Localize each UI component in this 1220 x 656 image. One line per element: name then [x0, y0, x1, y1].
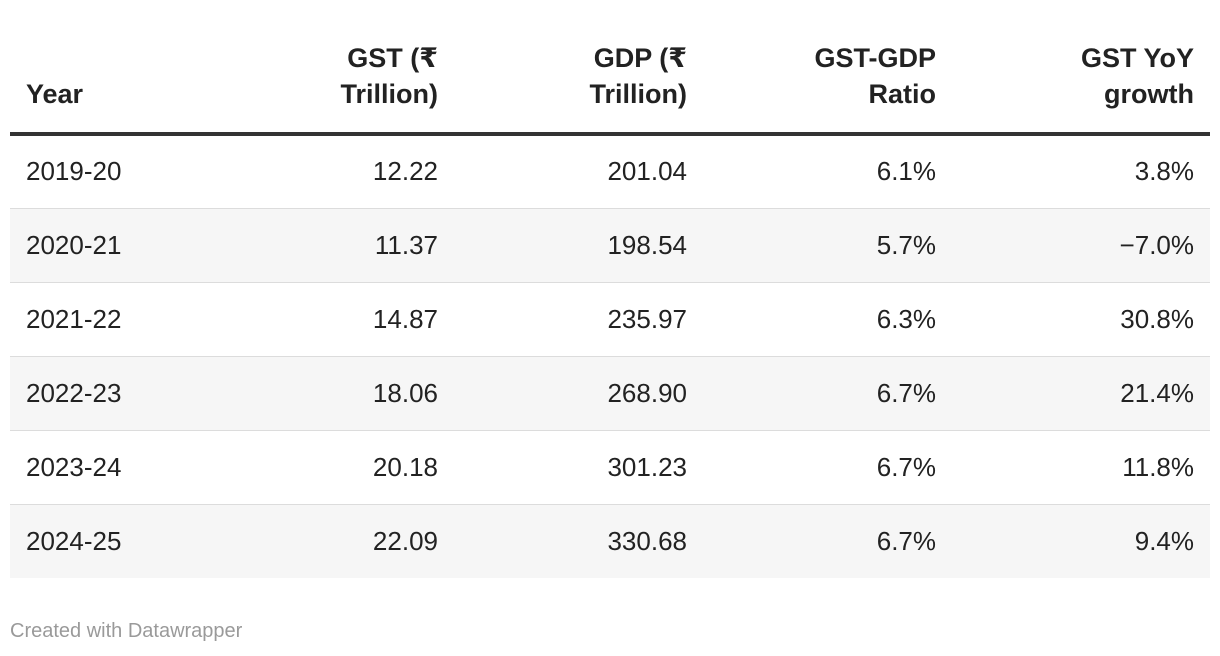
cell-gst: 12.22 [264, 134, 454, 209]
table-body: 2019-20 12.22 201.04 6.1% 3.8% 2020-21 1… [10, 134, 1210, 578]
table-row: 2021-22 14.87 235.97 6.3% 30.8% [10, 282, 1210, 357]
data-table-container: Year GST (₹ Trillion) GDP (₹ Trillion) G… [10, 0, 1210, 578]
column-header-line: Year [26, 79, 84, 109]
cell-gst-yoy-growth: 9.4% [952, 504, 1210, 578]
column-header-gst-yoy-growth[interactable]: GST YoY growth [952, 0, 1210, 136]
cell-gst-yoy-growth: 21.4% [952, 356, 1210, 431]
cell-gdp: 268.90 [454, 356, 703, 431]
cell-gst-yoy-growth: 30.8% [952, 282, 1210, 357]
column-header-line: GST YoY [1080, 43, 1194, 73]
datawrapper-credit[interactable]: Created with Datawrapper [10, 620, 243, 642]
cell-gdp: 201.04 [454, 134, 703, 209]
cell-gst: 14.87 [264, 282, 454, 357]
column-header-line: Trillion) [589, 79, 688, 109]
table-row: 2023-24 20.18 301.23 6.7% 11.8% [10, 430, 1210, 505]
table-row: 2022-23 18.06 268.90 6.7% 21.4% [10, 356, 1210, 431]
cell-year: 2021-22 [10, 282, 264, 357]
cell-gst-gdp-ratio: 6.7% [703, 430, 952, 505]
cell-gdp: 301.23 [454, 430, 703, 505]
cell-gst-gdp-ratio: 5.7% [703, 208, 952, 283]
table-row: 2024-25 22.09 330.68 6.7% 9.4% [10, 504, 1210, 578]
column-header-line: GDP (₹ [593, 43, 687, 73]
column-header-year[interactable]: Year [10, 0, 264, 136]
cell-gst: 11.37 [264, 208, 454, 283]
cell-gst: 20.18 [264, 430, 454, 505]
column-header-line: Ratio [868, 79, 937, 109]
cell-gst-gdp-ratio: 6.7% [703, 356, 952, 431]
table-row: 2020-21 11.37 198.54 5.7% −7.0% [10, 208, 1210, 283]
column-header-gst-gdp-ratio[interactable]: GST-GDP Ratio [703, 0, 952, 136]
cell-year: 2019-20 [10, 134, 264, 209]
cell-gst-yoy-growth: 3.8% [952, 134, 1210, 209]
table-row: 2019-20 12.22 201.04 6.1% 3.8% [10, 134, 1210, 209]
column-header-line: GST-GDP [814, 43, 936, 73]
table-header-row: Year GST (₹ Trillion) GDP (₹ Trillion) G… [10, 0, 1210, 136]
cell-year: 2024-25 [10, 504, 264, 578]
cell-gst-gdp-ratio: 6.7% [703, 504, 952, 578]
column-header-line: GST (₹ [347, 43, 438, 73]
column-header-line: Trillion) [340, 79, 439, 109]
cell-gdp: 198.54 [454, 208, 703, 283]
cell-gst: 22.09 [264, 504, 454, 578]
cell-year: 2023-24 [10, 430, 264, 505]
cell-gst-yoy-growth: 11.8% [952, 430, 1210, 505]
cell-year: 2020-21 [10, 208, 264, 283]
cell-gst-gdp-ratio: 6.3% [703, 282, 952, 357]
cell-year: 2022-23 [10, 356, 264, 431]
column-header-gst[interactable]: GST (₹ Trillion) [264, 0, 454, 136]
cell-gst-gdp-ratio: 6.1% [703, 134, 952, 209]
column-header-line: growth [1104, 79, 1194, 109]
cell-gdp: 330.68 [454, 504, 703, 578]
cell-gst: 18.06 [264, 356, 454, 431]
data-table: Year GST (₹ Trillion) GDP (₹ Trillion) G… [10, 0, 1210, 578]
cell-gst-yoy-growth: −7.0% [952, 208, 1210, 283]
cell-gdp: 235.97 [454, 282, 703, 357]
column-header-gdp[interactable]: GDP (₹ Trillion) [454, 0, 703, 136]
